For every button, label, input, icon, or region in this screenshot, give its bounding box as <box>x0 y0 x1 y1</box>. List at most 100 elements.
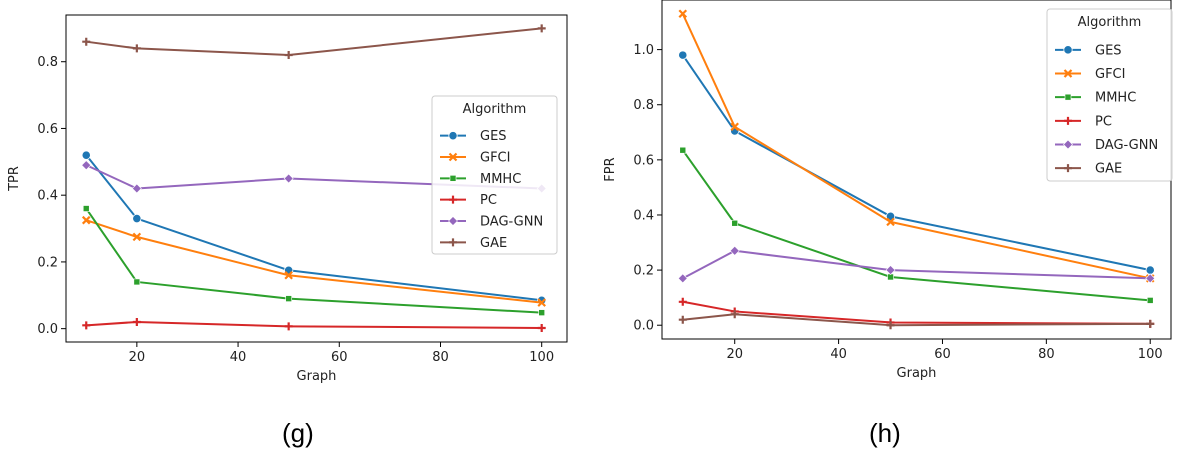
chart-h-xtick-label-80: 80 <box>1038 347 1055 362</box>
chart-g-xtick-label-20: 20 <box>129 350 146 365</box>
chart-h-point-gfci-10 <box>678 9 688 19</box>
chart-g-legend-label-dag-gnn: DAG-GNN <box>480 215 543 230</box>
chart-g-legend: Algorithm GES GFCI MMHC PC DAG-GNN GAE <box>431 95 558 255</box>
chart-h-series-gae <box>678 310 1155 330</box>
chart-g-point-gfci-10 <box>81 215 91 225</box>
chart-h-point-gfci-50 <box>886 217 895 227</box>
chart-h-point-ges-10 <box>678 50 688 60</box>
chart-h-point-gae-20 <box>730 310 739 319</box>
chart-g-point-dag-gnn-20 <box>131 183 142 194</box>
chart-g-ytick-label-0.4: 0.4 <box>37 189 58 204</box>
chart-g-line-pc <box>86 320 542 329</box>
chart-g-legend-label-pc: PC <box>480 193 497 208</box>
caption-g: (g) <box>282 418 314 448</box>
chart-h-legend-marker-gfci <box>1063 69 1073 78</box>
chart-g-series-pc <box>82 317 546 332</box>
chart-g-line-gae <box>86 27 542 57</box>
chart-h-legend-label-mmhc: MMHC <box>1095 91 1136 106</box>
chart-g-point-gfci-20 <box>132 232 142 242</box>
chart-h-point-gae-50 <box>886 321 895 330</box>
chart-h-legend-label-ges: GES <box>1095 43 1122 58</box>
chart-h-legend-marker-pc <box>1064 116 1072 125</box>
chart-h-xtick-label-100: 100 <box>1138 347 1163 362</box>
chart-g-point-gae-10 <box>82 37 91 46</box>
chart-h-ytick-label-0.2: 0.2 <box>633 264 654 279</box>
chart-h-legend: Algorithm GES GFCI MMHC PC DAG-GNN GAE <box>1046 8 1173 182</box>
chart-h-ytick-label-0: 0.0 <box>633 319 654 334</box>
chart-g-legend-label-mmhc: MMHC <box>480 172 521 187</box>
chart-g-point-mmhc-10 <box>82 205 90 212</box>
chart-h-point-dag-gnn-100 <box>1145 273 1156 284</box>
chart-g-point-gfci-50 <box>284 270 293 280</box>
chart-h-line-pc <box>682 300 1151 325</box>
chart-h-line-mmhc <box>681 149 1151 302</box>
chart-g-legend-label-gae: GAE <box>480 236 507 251</box>
chart-h-line-gfci <box>681 13 1151 280</box>
chart-h-point-mmhc-20 <box>731 219 739 227</box>
chart-g-point-mmhc-50 <box>285 295 292 302</box>
chart-h-point-gae-10 <box>678 315 687 324</box>
chart-g-ytick-label-0.6: 0.6 <box>37 122 58 137</box>
chart-g: 20 40 60 80 100 0.0 0.2 0.4 0.6 0.8 Graph TPR Algori… <box>7 14 568 384</box>
chart-g-point-dag-gnn-50 <box>283 173 294 184</box>
chart-h-legend-label-gae: GAE <box>1095 162 1122 177</box>
chart-h-xtick-label-20: 20 <box>726 347 743 362</box>
chart-h-xtick-label-60: 60 <box>934 347 951 362</box>
chart-g-point-pc-100 <box>537 323 546 332</box>
chart-h-ytick-label-0.6: 0.6 <box>633 153 654 168</box>
chart-h-point-mmhc-10 <box>679 146 687 154</box>
chart-g-line-ges <box>85 154 542 302</box>
chart-g-legend-label-ges: GES <box>480 129 507 144</box>
chart-h-series-mmhc <box>679 146 1154 304</box>
chart-h-point-ges-100 <box>1145 265 1155 275</box>
chart-h-xlabel: Graph <box>897 366 937 381</box>
chart-g-point-ges-20 <box>132 213 142 224</box>
chart-h-point-dag-gnn-50 <box>885 265 896 276</box>
chart-h-line-gae <box>682 313 1151 327</box>
chart-g-xtick-label-40: 40 <box>230 350 247 365</box>
chart-g-legend-marker-gae <box>449 238 457 247</box>
chart-h-series-dag-gnn <box>677 245 1156 284</box>
chart-h-point-dag-gnn-10 <box>677 273 688 284</box>
chart-g-point-dag-gnn-10 <box>81 160 92 171</box>
chart-g-xtick-label-60: 60 <box>331 350 348 365</box>
chart-g-series-gfci <box>81 215 546 307</box>
chart-h-legend-marker-dag-gnn <box>1063 139 1073 150</box>
chart-g-ylabel: TPR <box>7 166 22 192</box>
chart-g-legend-label-gfci: GFCI <box>480 151 510 166</box>
chart-g-point-gae-50 <box>284 51 293 60</box>
chart-h-legend-title: Algorithm <box>1078 15 1142 30</box>
chart-h-point-mmhc-100 <box>1146 297 1154 304</box>
chart-g-legend-marker-pc <box>449 195 457 204</box>
chart-g-point-gae-100 <box>537 24 546 33</box>
chart-h-legend-marker-gae <box>1064 164 1072 173</box>
chart-g-frame <box>65 14 568 343</box>
chart-h-line-dag-gnn <box>682 249 1151 280</box>
chart-h-legend-label-dag-gnn: DAG-GNN <box>1095 138 1158 153</box>
chart-g-point-ges-10 <box>81 150 91 160</box>
chart-g-point-pc-50 <box>284 322 293 331</box>
chart-h-legend-box <box>1046 8 1173 182</box>
chart-h-point-pc-10 <box>678 297 687 306</box>
chart-g-point-pc-10 <box>82 321 91 330</box>
caption-h: (h) <box>869 418 901 448</box>
chart-g-ytick-label-0: 0.0 <box>37 322 58 337</box>
chart-g-line-mmhc <box>85 207 542 314</box>
chart-h-legend-marker-ges <box>1063 45 1073 55</box>
chart-h-legend-label-pc: PC <box>1095 114 1112 129</box>
chart-g-series-mmhc <box>82 205 545 316</box>
chart-g-legend-title: Algorithm <box>463 102 527 117</box>
chart-h-point-dag-gnn-20 <box>729 245 740 256</box>
chart-g-xtick-label-100: 100 <box>529 350 554 365</box>
chart-g-point-pc-20 <box>132 317 141 326</box>
chart-g-point-gfci-100 <box>537 298 546 307</box>
chart-g-legend-marker-ges <box>448 131 458 141</box>
chart-h-ytick-label-1: 1.0 <box>633 43 654 58</box>
chart-h-ytick-label-0.4: 0.4 <box>633 208 654 223</box>
chart-h-legend-label-gfci: GFCI <box>1095 67 1125 82</box>
chart-h-legend-marker-mmhc <box>1064 93 1072 101</box>
chart-g-series-gae <box>82 24 546 60</box>
chart-g-line-dag-gnn <box>85 164 542 190</box>
chart-g-line-gfci <box>85 219 542 304</box>
